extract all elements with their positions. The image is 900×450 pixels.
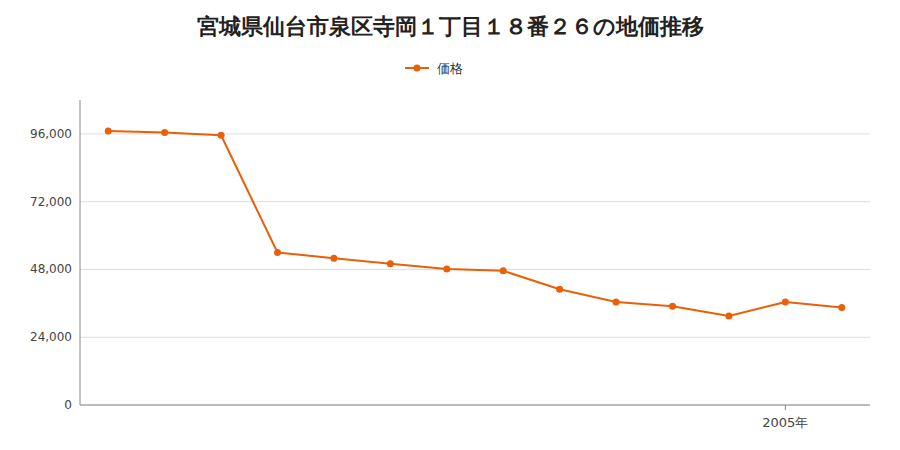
point-marker (274, 249, 281, 256)
x-tick (785, 405, 786, 410)
point-marker (218, 132, 225, 139)
point-marker (500, 267, 507, 274)
point-marker (613, 298, 620, 305)
plot-area (105, 128, 846, 320)
point-marker (725, 313, 732, 320)
grid-line (80, 337, 870, 338)
y-axis-line (80, 100, 81, 405)
title: 宮城県仙台市泉区寺岡１丁目１８番２６の地価推移 (197, 14, 704, 39)
y-tick-label: 48,000 (30, 262, 72, 276)
point-marker (387, 260, 394, 267)
point-marker (161, 129, 168, 136)
point-marker (443, 265, 450, 272)
series-line (108, 131, 842, 316)
point-marker (330, 255, 337, 262)
point-marker (838, 304, 845, 311)
point-marker (669, 303, 676, 310)
y-tick-label: 24,000 (30, 330, 72, 344)
y-tick-label: 0 (64, 398, 72, 412)
grid-line (80, 405, 870, 406)
x-axis-line (80, 405, 870, 406)
point-marker (556, 286, 563, 293)
legend-label: 価格 (437, 61, 463, 76)
grid-line (80, 201, 870, 202)
chart: 宮城県仙台市泉区寺岡１丁目１８番２６の地価推移 0 24,000 48,000 72,0… (0, 0, 900, 450)
x-tick-label: 2005年 (762, 415, 808, 430)
y-tick-label: 72,000 (30, 195, 72, 209)
point-marker (782, 298, 789, 305)
point-marker (105, 128, 112, 135)
legend-marker (414, 65, 421, 72)
y-tick-label: 96,000 (30, 127, 72, 141)
legend: 価格 (405, 61, 463, 76)
axes: 0 24,000 48,000 72,000 96,000 2005年 (30, 100, 870, 430)
